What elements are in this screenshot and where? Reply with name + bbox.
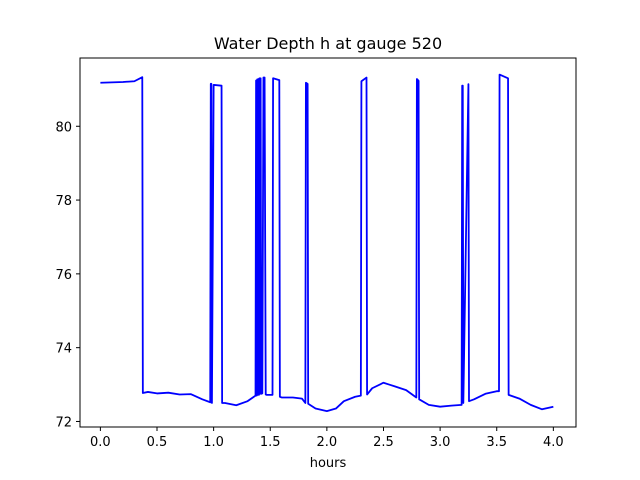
- y-axis: 72 74 76 78 80: [55, 120, 80, 430]
- x-tick-label: 2.0: [317, 435, 338, 450]
- y-tick-label: 76: [55, 268, 72, 283]
- x-tick-label: 0.5: [147, 435, 168, 450]
- plot-area: [100, 73, 554, 413]
- x-tick-label: 0.0: [90, 435, 111, 450]
- x-tick-label: 2.5: [373, 435, 394, 450]
- axes-frame: [79, 57, 577, 428]
- x-tick-label: 3.5: [486, 435, 507, 450]
- x-tick-label: 1.0: [203, 435, 224, 450]
- y-tick-label: 80: [55, 120, 72, 135]
- x-tick-label: 4.0: [543, 435, 564, 450]
- x-tick-label: 1.5: [260, 435, 281, 450]
- x-axis-label: hours: [310, 456, 347, 471]
- y-tick-label: 78: [55, 194, 72, 209]
- x-axis: 0.0 0.5 1.0 1.5 2.0 2.5 3.0 3.5 4.0: [90, 427, 564, 450]
- chart-title: Water Depth h at gauge 520: [214, 34, 442, 53]
- y-tick-label: 74: [55, 342, 72, 357]
- x-tick-label: 3.0: [430, 435, 451, 450]
- y-tick-label: 72: [55, 415, 72, 430]
- series-line-0: [100, 73, 554, 413]
